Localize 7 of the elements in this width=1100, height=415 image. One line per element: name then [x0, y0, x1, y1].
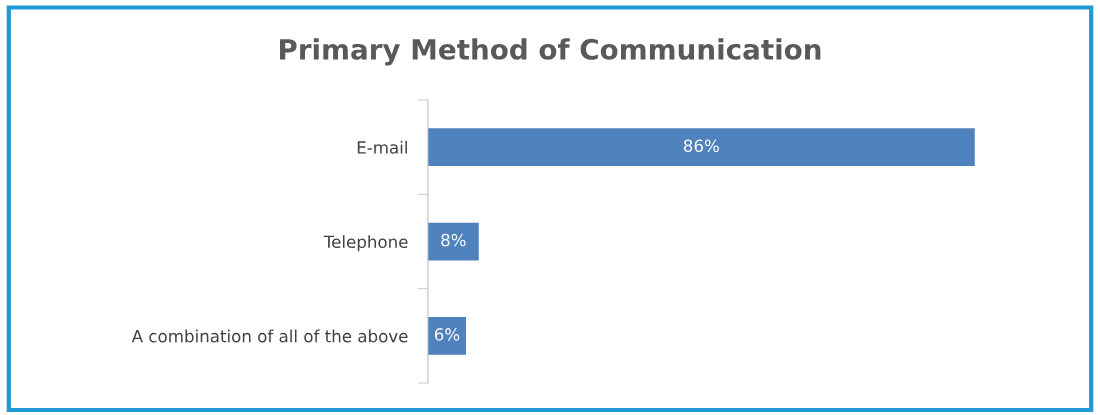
y-tick-label: Telephone — [323, 235, 408, 252]
chart-title: Primary Method of Communication — [280, 38, 821, 66]
data-label: 86% — [683, 139, 719, 153]
y-tick-label: E-mail — [357, 140, 407, 154]
data-label: 6% — [434, 328, 460, 341]
data-label: 8% — [441, 233, 466, 247]
y-tick-label: A combination of all of the above — [131, 329, 408, 343]
